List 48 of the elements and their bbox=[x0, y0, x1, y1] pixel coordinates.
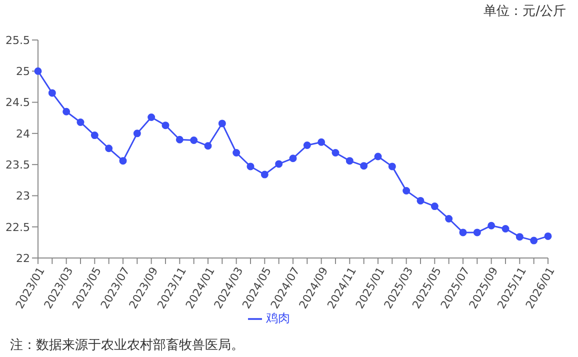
y-tick-label: 25.5 bbox=[6, 34, 30, 47]
point bbox=[289, 154, 297, 162]
point bbox=[346, 157, 354, 165]
point bbox=[218, 120, 226, 128]
y-tick-label: 22.5 bbox=[6, 220, 30, 234]
point bbox=[516, 233, 524, 241]
point bbox=[360, 162, 368, 170]
y-tick-label: 23 bbox=[16, 190, 30, 203]
point bbox=[445, 215, 453, 223]
point bbox=[148, 113, 156, 121]
point bbox=[275, 160, 283, 168]
point bbox=[374, 152, 382, 160]
point bbox=[204, 142, 212, 150]
point bbox=[76, 118, 84, 126]
point bbox=[502, 224, 510, 232]
point bbox=[332, 148, 340, 156]
point bbox=[530, 236, 538, 244]
point bbox=[119, 157, 127, 165]
y-tick-label: 24.5 bbox=[6, 96, 30, 110]
point bbox=[318, 138, 326, 146]
text: 注：数据来源于农业农村部畜牧兽医局。 bbox=[10, 337, 244, 354]
point bbox=[260, 170, 268, 178]
point bbox=[232, 148, 240, 156]
point bbox=[62, 108, 70, 116]
y-tick-label: 23.5 bbox=[6, 158, 30, 172]
point bbox=[48, 89, 56, 97]
y-tick-label: 24 bbox=[16, 127, 30, 140]
point bbox=[303, 142, 311, 150]
y-tick-label: 25 bbox=[16, 65, 30, 78]
point bbox=[90, 132, 98, 140]
point bbox=[416, 196, 424, 204]
point bbox=[190, 136, 198, 144]
text: 单位：元/公斤 bbox=[484, 3, 566, 20]
y-tick-label: 22 bbox=[16, 252, 30, 265]
point bbox=[544, 232, 552, 240]
point bbox=[133, 130, 141, 138]
point bbox=[388, 162, 396, 170]
point bbox=[162, 122, 170, 130]
point bbox=[488, 222, 496, 230]
point bbox=[176, 136, 184, 144]
point bbox=[105, 144, 113, 152]
point bbox=[34, 67, 42, 75]
point bbox=[459, 228, 467, 236]
legend-label: 鸡肉 bbox=[266, 311, 290, 325]
point bbox=[473, 228, 481, 236]
point bbox=[402, 186, 410, 194]
point bbox=[430, 202, 438, 210]
point bbox=[246, 162, 254, 170]
